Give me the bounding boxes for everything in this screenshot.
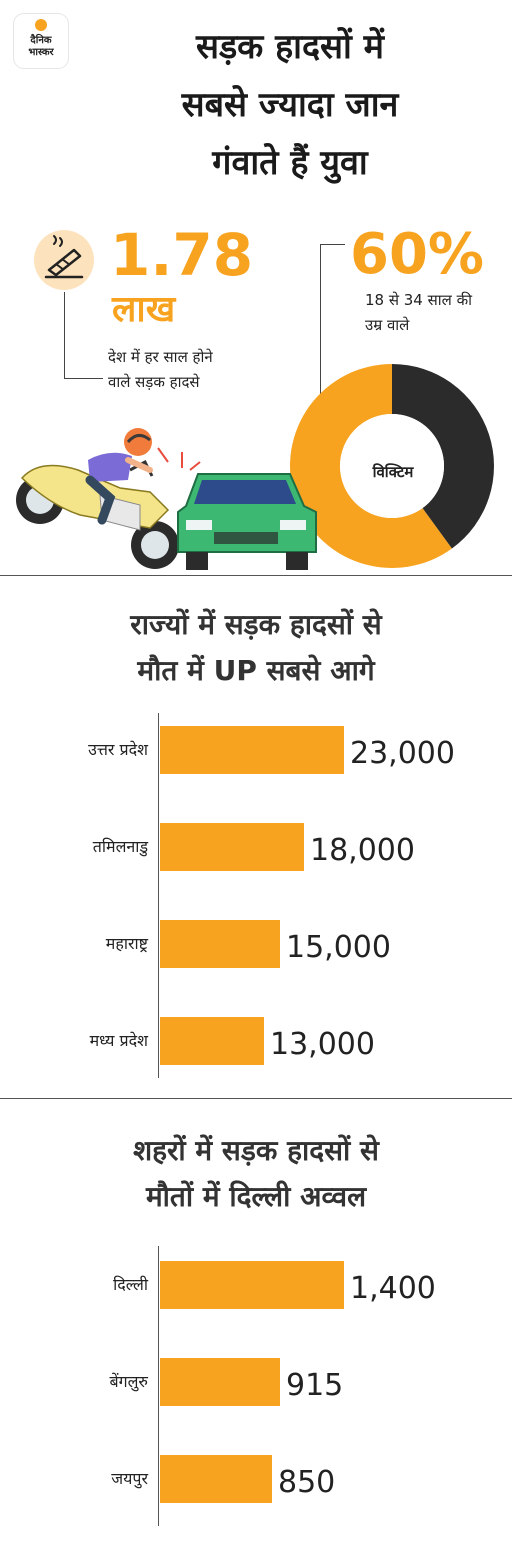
page-title: सड़क हादसों में सबसे ज्यादा जान गंवाते ह…: [90, 18, 490, 192]
accidents-desc-line-2: वाले सड़क हादसे: [108, 373, 200, 391]
logo-line-2: भास्कर: [28, 47, 54, 58]
youth-desc-line-2: उम्र वाले: [365, 316, 410, 334]
state-value-label: 18,000: [310, 833, 415, 868]
accidents-desc-line-1: देश में हर साल होने: [108, 348, 213, 366]
cities-chart-axis: [158, 1246, 159, 1526]
city-bar: [160, 1261, 344, 1309]
divider-1: [0, 575, 512, 576]
city-bar: [160, 1455, 272, 1503]
donut-center-label: विक्टिम: [372, 463, 414, 481]
state-value-label: 15,000: [286, 930, 391, 965]
youth-connector-dot: [317, 431, 324, 438]
title-line-1: सड़क हादसों में: [196, 27, 384, 67]
divider-2: [0, 1098, 512, 1099]
state-bar: [160, 1017, 264, 1065]
state-label: मध्य प्रदेश: [89, 1031, 148, 1050]
accidents-connector: [64, 292, 103, 379]
youth-description: 18 से 34 साल की उम्र वाले: [365, 288, 505, 338]
city-bar: [160, 1358, 280, 1406]
car-illustration: [177, 473, 317, 570]
city-value-label: 1,400: [350, 1271, 436, 1306]
states-chart-axis: [158, 713, 159, 1078]
impact-marks: [157, 447, 201, 471]
youth-percent: 60%: [350, 222, 485, 287]
states-title-line-1: राज्यों में सड़क हादसों से: [130, 608, 382, 641]
logo-sun-icon: [35, 19, 47, 31]
logo-line-1: दैनिक: [30, 35, 52, 46]
title-line-3: गंवाते हैं युवा: [212, 143, 368, 183]
states-title-line-2: मौत में UP सबसे आगे: [137, 654, 375, 687]
brand-logo: दैनिक भास्कर: [14, 14, 68, 68]
state-label: उत्तर प्रदेश: [88, 740, 148, 759]
state-value-label: 13,000: [270, 1027, 375, 1062]
cities-title-line-2: मौतों में दिल्ली अव्वल: [145, 1180, 367, 1213]
state-label: तमिलनाडु: [92, 837, 148, 856]
accidents-unit: लाख: [112, 289, 176, 330]
title-line-2: सबसे ज्यादा जान: [181, 85, 399, 125]
cities-title-line-1: शहरों में सड़क हादसों से: [133, 1134, 379, 1167]
city-value-label: 915: [286, 1368, 344, 1403]
youth-connector: [320, 244, 345, 435]
accidents-number: 1.78: [110, 221, 254, 289]
state-label: महाराष्ट्र: [105, 934, 148, 953]
rider-illustration: [85, 428, 153, 525]
donut-slice-1: [392, 364, 494, 549]
state-bar: [160, 823, 304, 871]
state-bar: [160, 920, 280, 968]
city-label: जयपुर: [111, 1469, 148, 1488]
state-bar: [160, 726, 344, 774]
city-label: बेंगलुरु: [109, 1372, 148, 1391]
states-section-title: राज्यों में सड़क हादसों से मौत में UP सब…: [40, 602, 472, 694]
city-label: दिल्ली: [113, 1275, 148, 1294]
accidents-description: देश में हर साल होने वाले सड़क हादसे: [108, 345, 308, 395]
state-value-label: 23,000: [350, 736, 455, 771]
youth-desc-line-1: 18 से 34 साल की: [365, 291, 472, 309]
city-value-label: 850: [278, 1465, 336, 1500]
motorbike-illustration: [16, 459, 179, 569]
cities-section-title: शहरों में सड़क हादसों से मौतों में दिल्ल…: [40, 1128, 472, 1220]
crash-icon: [34, 230, 94, 290]
